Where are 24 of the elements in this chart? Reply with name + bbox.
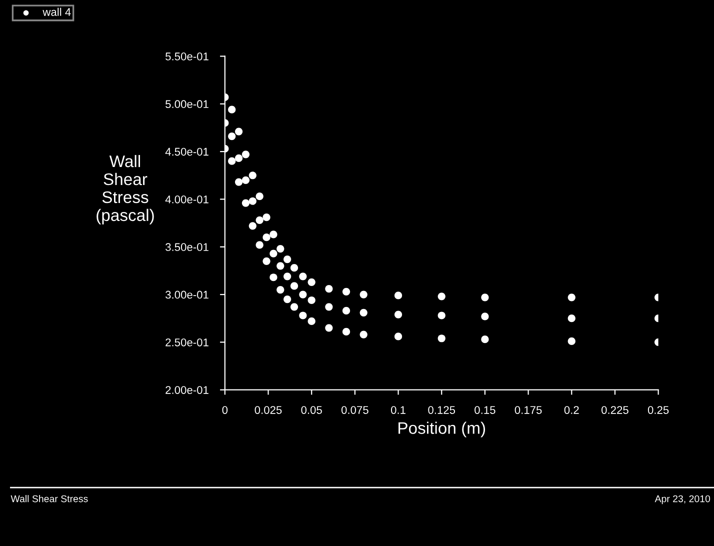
- y-tick-label: 3.00e-01: [166, 290, 208, 299]
- y-tick-label: 3.50e-01: [166, 243, 208, 252]
- x-tick-label: 0.2: [564, 406, 579, 414]
- x-tick-label: 0.15: [474, 406, 496, 414]
- y-axis-title: Wall Shear Stress (pascal): [96, 154, 154, 224]
- x-axis-title: Position (m): [398, 422, 486, 438]
- x-tick-label: 0.125: [428, 406, 456, 414]
- x-tick-label: 0.175: [514, 406, 542, 414]
- text: Apr 23, 2010: [654, 495, 710, 504]
- x-tick-label: 0.1: [390, 406, 406, 414]
- x-tick-label: 0.075: [341, 406, 368, 414]
- y-tick-label: 4.50e-01: [165, 148, 208, 156]
- x-tick-label: 0: [222, 406, 228, 414]
- y-tick-label: 4.00e-01: [165, 195, 208, 204]
- y-tick-label: 5.00e-01: [166, 100, 208, 108]
- x-tick-label: 0.225: [602, 406, 628, 414]
- y-tick-label: 5.50e-01: [166, 52, 208, 60]
- x-tick-label: 0.025: [254, 406, 282, 414]
- x-tick-label: 0.05: [301, 406, 322, 414]
- y-tick-label: 2.00e-01: [166, 386, 208, 394]
- text: Wall Shear Stress: [10, 495, 88, 502]
- legend-label: wall 4: [42, 8, 71, 16]
- y-tick-label: 2.50e-01: [166, 338, 208, 346]
- x-tick-label: 0.25: [648, 406, 669, 414]
